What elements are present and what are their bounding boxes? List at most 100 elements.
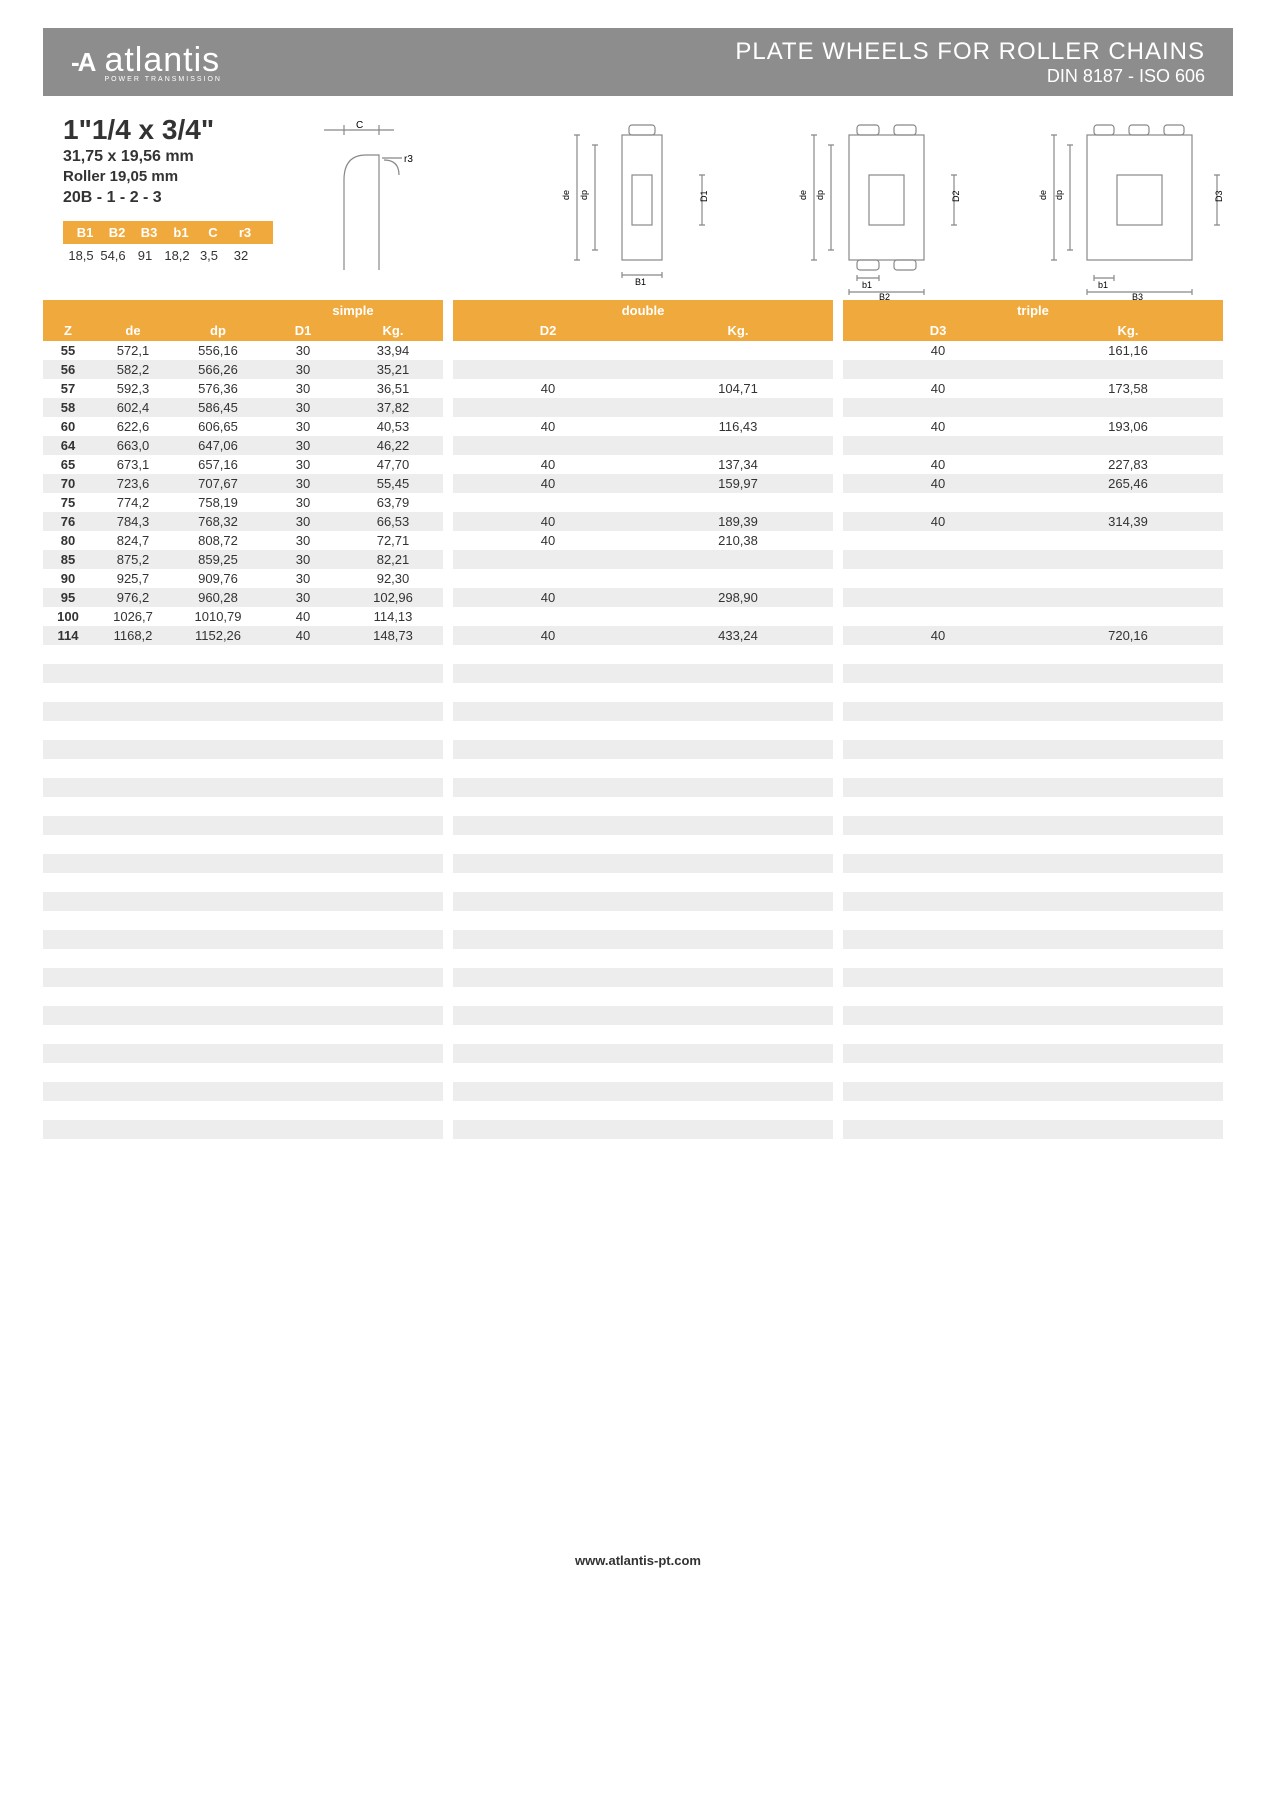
cell: 66,53 xyxy=(343,514,443,529)
cell: 566,26 xyxy=(173,362,263,377)
cell: 602,4 xyxy=(93,400,173,415)
table-row xyxy=(843,702,1223,721)
table-row xyxy=(453,436,833,455)
mini-hdr-cell: B3 xyxy=(133,225,165,240)
table-row: 40189,39 xyxy=(453,512,833,531)
main-tables: simple ZdedpD1Kg. 55572,1556,163033,9456… xyxy=(43,300,1233,1139)
table-row xyxy=(453,645,833,664)
cell: 663,0 xyxy=(93,438,173,453)
table-row xyxy=(43,683,443,702)
table-row: 1001026,71010,7940114,13 xyxy=(43,607,443,626)
cell: 33,94 xyxy=(343,343,443,358)
cell: 673,1 xyxy=(93,457,173,472)
table-row xyxy=(43,1120,443,1139)
cell: 173,58 xyxy=(1033,381,1223,396)
cell: 102,96 xyxy=(343,590,443,605)
cell: 909,76 xyxy=(173,571,263,586)
brand-sub: POWER TRANSMISSION xyxy=(104,76,222,83)
cell: 875,2 xyxy=(93,552,173,567)
cell: 70 xyxy=(43,476,93,491)
header-title: PLATE WHEELS FOR ROLLER CHAINS DIN 8187 … xyxy=(735,38,1205,87)
table-row: 40137,34 xyxy=(453,455,833,474)
cell: 40 xyxy=(843,514,1033,529)
col-header: D1 xyxy=(263,323,343,338)
table-row xyxy=(843,360,1223,379)
table-row xyxy=(843,778,1223,797)
header-bar: -A atlantis POWER TRANSMISSION PLATE WHE… xyxy=(43,28,1233,96)
label-dp: dp xyxy=(579,190,589,200)
table-row xyxy=(453,778,833,797)
table-row xyxy=(43,1006,443,1025)
table-row: 70723,6707,673055,45 xyxy=(43,474,443,493)
label-d2: D2 xyxy=(951,190,961,202)
cell: 40 xyxy=(263,609,343,624)
cell: 433,24 xyxy=(643,628,833,643)
table-row xyxy=(453,854,833,873)
cell: 30 xyxy=(263,362,343,377)
cell: 76 xyxy=(43,514,93,529)
cell: 210,38 xyxy=(643,533,833,548)
cell: 592,3 xyxy=(93,381,173,396)
table-row xyxy=(453,683,833,702)
table-row xyxy=(843,1101,1223,1120)
cell: 30 xyxy=(263,457,343,472)
label-dp3: dp xyxy=(1054,190,1064,200)
cell: 723,6 xyxy=(93,476,173,491)
label-r3: r3 xyxy=(404,154,413,165)
table-row xyxy=(43,930,443,949)
table-row xyxy=(453,702,833,721)
cell: 30 xyxy=(263,381,343,396)
cell: 1010,79 xyxy=(173,609,263,624)
table-row xyxy=(843,854,1223,873)
label-de2: de xyxy=(798,190,808,200)
table-row xyxy=(843,1006,1223,1025)
table-row xyxy=(453,968,833,987)
cell: 647,06 xyxy=(173,438,263,453)
cell: 95 xyxy=(43,590,93,605)
hdr-triple: triple xyxy=(843,300,1223,321)
cell: 30 xyxy=(263,495,343,510)
table-row: 64663,0647,063046,22 xyxy=(43,436,443,455)
table-row xyxy=(843,1063,1223,1082)
cell: 40 xyxy=(843,381,1033,396)
hdr-simple: simple xyxy=(332,303,373,318)
cell: 576,36 xyxy=(173,381,263,396)
col-header: Z xyxy=(43,323,93,338)
table-row xyxy=(843,873,1223,892)
spec-mm: 31,75 x 19,56 mm xyxy=(63,148,273,166)
cell: 30 xyxy=(263,552,343,567)
table-row: 40720,16 xyxy=(843,626,1223,645)
table-row xyxy=(453,797,833,816)
mini-hdr-cell: B1 xyxy=(69,225,101,240)
cell: 56 xyxy=(43,362,93,377)
table-row: 40433,24 xyxy=(453,626,833,645)
table-row xyxy=(843,1082,1223,1101)
cell: 622,6 xyxy=(93,419,173,434)
cell: 82,21 xyxy=(343,552,443,567)
logo: -A atlantis POWER TRANSMISSION xyxy=(71,41,222,83)
table-row xyxy=(843,436,1223,455)
cell: 30 xyxy=(263,343,343,358)
table-row xyxy=(843,1044,1223,1063)
cell: 976,2 xyxy=(93,590,173,605)
cell: 40 xyxy=(453,476,643,491)
table-row xyxy=(43,968,443,987)
table-row xyxy=(43,854,443,873)
cell: 63,79 xyxy=(343,495,443,510)
diagrams: C r3 de xyxy=(293,114,1233,280)
table-row xyxy=(43,664,443,683)
cell: 193,06 xyxy=(1033,419,1223,434)
label-c: C xyxy=(356,120,363,131)
table-row: 95976,2960,2830102,96 xyxy=(43,588,443,607)
diagram-double: de dp D2 b1 B2 xyxy=(789,120,979,280)
table-row: 40314,39 xyxy=(843,512,1223,531)
table-simple: simple ZdedpD1Kg. 55572,1556,163033,9456… xyxy=(43,300,443,1139)
table-row xyxy=(843,550,1223,569)
label-de3: de xyxy=(1038,190,1048,200)
table-row xyxy=(453,1101,833,1120)
table-row xyxy=(453,550,833,569)
table-row: 65673,1657,163047,70 xyxy=(43,455,443,474)
table-row xyxy=(843,398,1223,417)
cell: 720,16 xyxy=(1033,628,1223,643)
cell: 808,72 xyxy=(173,533,263,548)
